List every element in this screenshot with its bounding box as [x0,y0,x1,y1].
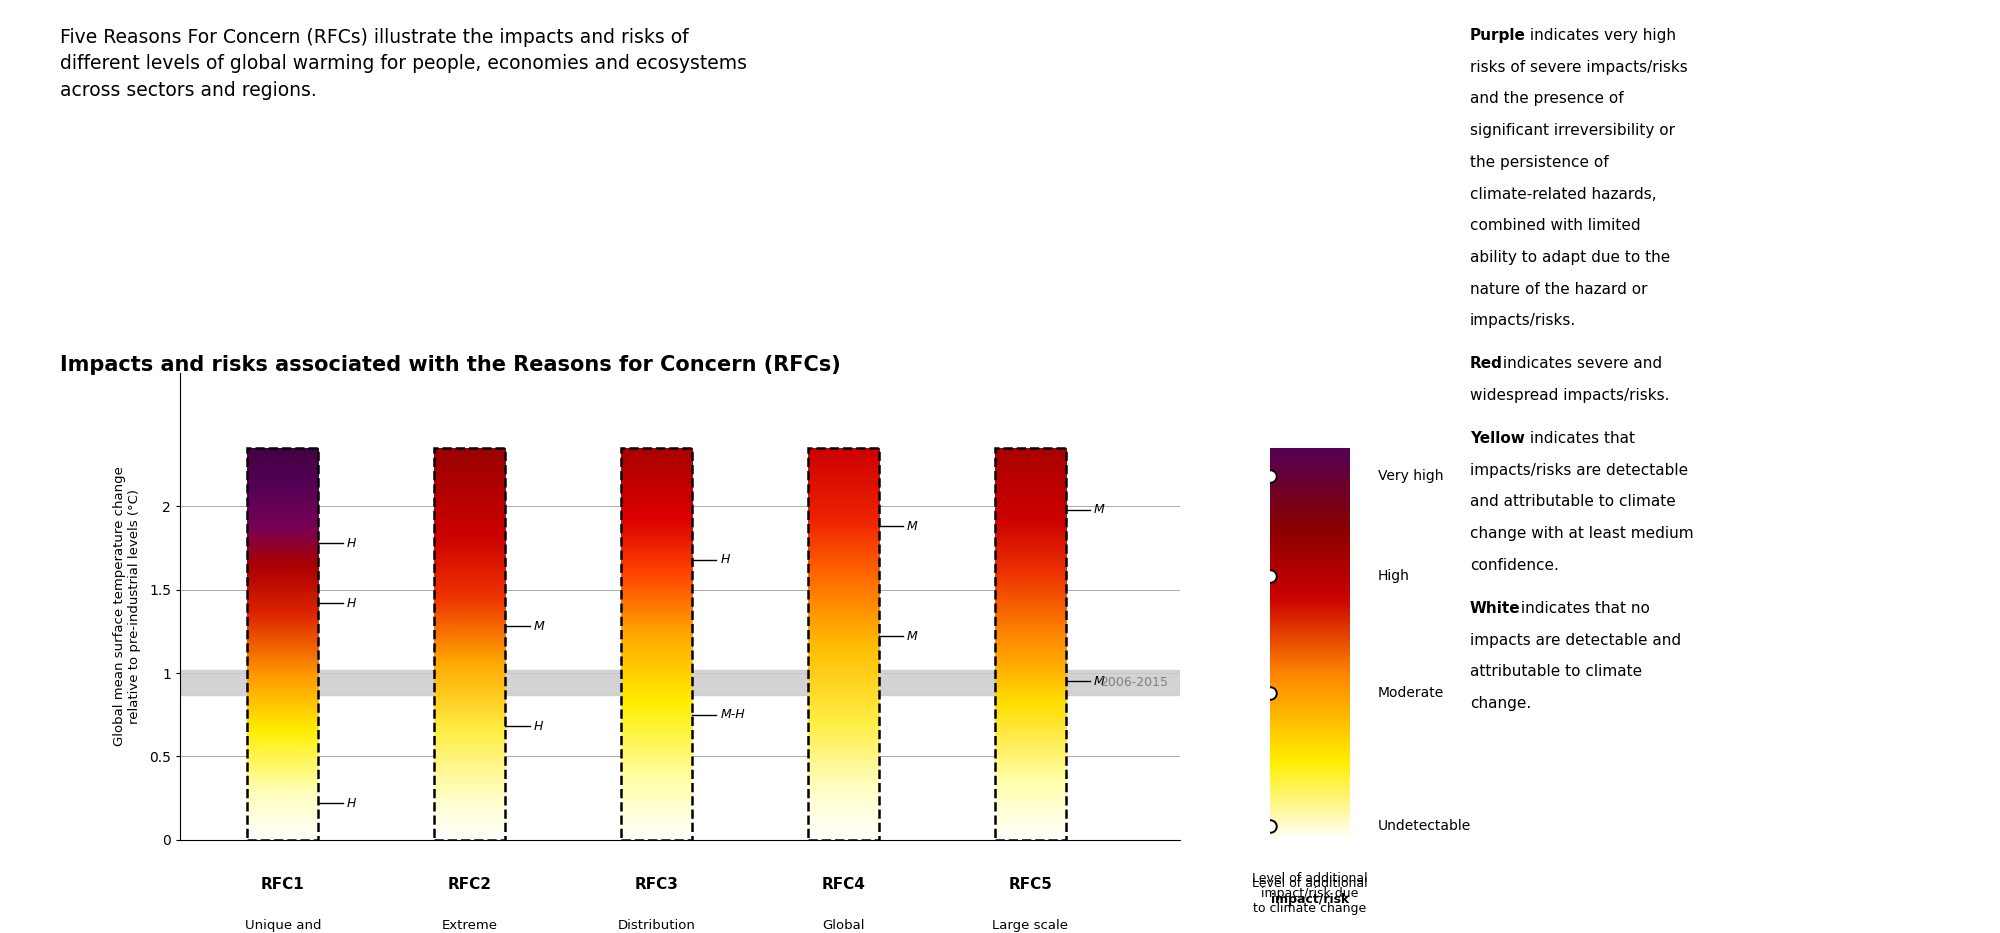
Text: indicates severe and: indicates severe and [1498,356,1662,371]
Text: High: High [1378,569,1410,583]
Text: climate-related hazards,: climate-related hazards, [1470,187,1656,202]
Text: Global
aggregate
impacts: Global aggregate impacts [810,919,878,933]
Text: M-H: M-H [720,708,744,721]
Bar [994,448,1066,840]
Text: impacts are detectable and: impacts are detectable and [1470,633,1682,648]
Text: impacts/risks.: impacts/risks. [1470,313,1576,328]
Text: Undetectable: Undetectable [1378,819,1472,833]
Text: Yellow: Yellow [1470,431,1524,446]
Text: indicates that no: indicates that no [1516,601,1650,616]
Bar [248,448,318,840]
Text: significant irreversibility or: significant irreversibility or [1470,123,1676,138]
Bar [622,448,692,840]
Text: RFC2: RFC2 [448,877,492,892]
Text: Red: Red [1470,356,1502,371]
Text: Distribution
of impacts: Distribution of impacts [618,919,696,933]
Text: indicates very high: indicates very high [1526,28,1676,43]
Text: M: M [1094,503,1104,516]
Text: impact/risk: impact/risk [1270,893,1350,906]
Text: Purple: Purple [1470,28,1526,43]
Text: M: M [1094,675,1104,688]
Text: attributable to climate: attributable to climate [1470,664,1642,679]
Text: ability to adapt due to the: ability to adapt due to the [1470,250,1670,265]
Text: and the presence of: and the presence of [1470,91,1624,106]
Text: M: M [534,620,544,633]
Text: confidence.: confidence. [1470,558,1558,573]
Text: H: H [346,536,356,550]
Text: H: H [720,553,730,566]
Text: change.: change. [1470,696,1532,711]
Text: RFC1: RFC1 [260,877,304,892]
Text: H: H [534,720,542,733]
Text: risks of severe impacts/risks: risks of severe impacts/risks [1470,60,1688,75]
Text: Impacts and risks associated with the Reasons for Concern (RFCs): Impacts and risks associated with the Re… [60,355,840,374]
Text: widespread impacts/risks.: widespread impacts/risks. [1470,388,1670,403]
Text: Moderate: Moderate [1378,686,1444,700]
Text: White: White [1470,601,1520,616]
Text: 2006-2015: 2006-2015 [1100,675,1168,689]
Text: M: M [908,520,918,533]
Text: indicates that: indicates that [1526,431,1636,446]
Text: change with at least medium: change with at least medium [1470,526,1694,541]
Text: impacts/risks are detectable: impacts/risks are detectable [1470,463,1688,478]
Text: the persistence of: the persistence of [1470,155,1608,170]
Text: RFC3: RFC3 [634,877,678,892]
Text: nature of the hazard or: nature of the hazard or [1470,282,1648,297]
Bar [808,448,880,840]
Text: Large scale
singular
events: Large scale singular events [992,919,1068,933]
Text: H: H [346,797,356,810]
Text: H: H [346,596,356,609]
Bar [434,448,506,840]
Text: combined with limited: combined with limited [1470,218,1640,233]
Text: Level of additional: Level of additional [1252,877,1368,905]
Y-axis label: Global mean surface temperature change
relative to pre-industrial levels (°C): Global mean surface temperature change r… [112,466,140,746]
Text: RFC4: RFC4 [822,877,866,892]
Bar [180,670,1180,695]
Text: Very high: Very high [1378,469,1444,483]
Text: M: M [908,630,918,643]
Text: Unique and
threatened
systems: Unique and threatened systems [244,919,322,933]
Text: Extreme
weather
events: Extreme weather events [442,919,498,933]
Text: and attributable to climate: and attributable to climate [1470,494,1676,509]
Text: Five Reasons For Concern (RFCs) illustrate the impacts and risks of
different le: Five Reasons For Concern (RFCs) illustra… [60,28,748,100]
Text: RFC5: RFC5 [1008,877,1052,892]
Text: Level of additional
impact/risk due
to climate change: Level of additional impact/risk due to c… [1252,872,1368,915]
